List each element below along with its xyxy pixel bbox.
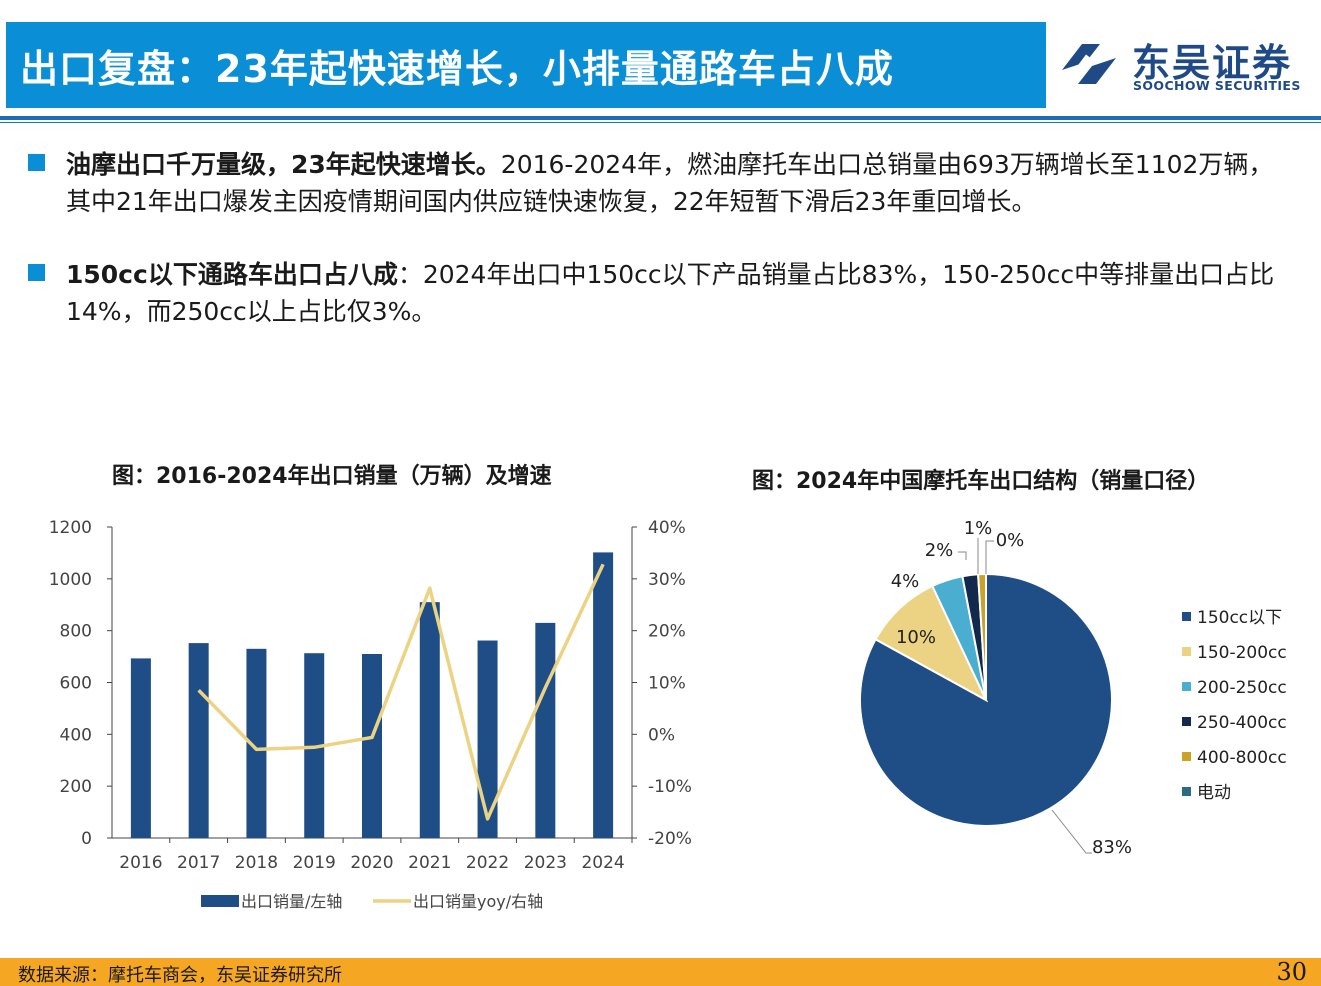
bar-2024: [593, 552, 614, 838]
bullet-square-icon: [28, 264, 45, 281]
y-left-tick-label: 400: [60, 725, 92, 745]
header-divider-thin: [0, 122, 1321, 123]
y-left-tick-label: 200: [60, 777, 92, 797]
page-title: 出口复盘：23年起快速增长，小排量通路车占八成: [20, 47, 894, 91]
page-number: 30: [1276, 958, 1307, 986]
y-right-tick-label: 30%: [648, 570, 686, 590]
bullet-square-icon: [28, 154, 45, 171]
logo-chinese-text: 东吴证券: [1132, 41, 1293, 85]
legend-bar-label: 出口销量/左轴: [241, 892, 342, 911]
y-left-tick-label: 0: [81, 829, 92, 849]
bar-chart-title: 图：2016-2024年出口销量（万辆）及增速: [112, 464, 552, 489]
bar-2023: [535, 622, 556, 838]
bar-2021: [419, 602, 440, 838]
legend-label-250-400cc: 250-400cc: [1197, 713, 1287, 733]
bullet-item-1: 油摩出口千万量级，23年起快速增长。2016-2024年，燃油摩托车出口总销量由…: [28, 146, 1298, 220]
legend-swatch-电动: [1182, 787, 1191, 796]
pie-slice-150-200cc: [874, 584, 989, 703]
legend-label-150-200cc: 150-200cc: [1197, 643, 1287, 663]
x-tick-label: 2018: [235, 853, 278, 873]
bar-2018: [246, 648, 267, 838]
legend-label-电动: 电动: [1197, 783, 1231, 803]
x-tick-label: 2016: [119, 853, 162, 873]
export-structure-pie-chart: 83% 10% 4%2% 1%0% 150cc以下 150-200cc 200-250cc 2…: [859, 518, 1287, 858]
y-left-tick-label: 1000: [49, 570, 92, 590]
x-tick-label: 2024: [581, 853, 624, 873]
bar-2016: [130, 658, 151, 838]
leader-83: [1051, 809, 1092, 854]
legend-label-150cc以下: 150cc以下: [1197, 608, 1282, 628]
y-right-tick-label: 0%: [648, 725, 675, 745]
bar-2020: [362, 653, 382, 838]
bullet-1-heading: 油摩出口千万量级，23年起快速增长。: [66, 150, 501, 179]
legend-swatch-150cc以下: [1182, 612, 1191, 621]
legend-line-label: 出口销量yoy/右轴: [413, 892, 543, 911]
bullet-2-heading: 150cc以下通路车出口占八成: [66, 260, 398, 289]
pie-chart-title: 图：2024年中国摩托车出口结构（销量口径）: [752, 469, 1210, 494]
pie-value-label-0: 0%: [996, 530, 1025, 551]
y-left-tick-label: 600: [60, 674, 92, 694]
y-right-tick-label: 40%: [648, 518, 686, 538]
x-tick-label: 2022: [466, 853, 509, 873]
legend-swatch-200-250cc: [1182, 682, 1191, 691]
x-tick-label: 2023: [524, 853, 567, 873]
legend-swatch-400-800cc: [1182, 752, 1191, 761]
yoy-growth-line: [197, 563, 605, 821]
y-left-tick-label: 800: [60, 622, 92, 642]
x-tick-label: 2020: [350, 853, 393, 873]
pie-value-label-83: 83%: [1092, 837, 1132, 858]
x-tick-label: 2017: [177, 853, 220, 873]
x-tick-label: 2019: [293, 853, 336, 873]
y-right-tick-label: -10%: [648, 777, 692, 797]
pie-value-label-10: 10%: [896, 627, 936, 648]
legend-bar-swatch: [201, 895, 239, 907]
footer-bar: 数据来源：摩托车商会，东吴证券研究所 30: [0, 958, 1321, 986]
y-right-tick-label: 20%: [648, 622, 686, 642]
y-left-tick-label: 1200: [49, 518, 92, 538]
y-right-tick-label: 10%: [648, 674, 686, 694]
header-divider: [0, 116, 1321, 120]
bullet-2-body: ：2024年出口中150cc以下产品销量占比83%，150-250cc中等排量出…: [66, 260, 1275, 326]
bar-2022: [477, 640, 498, 838]
pie-value-label-1: 1%: [964, 518, 993, 539]
export-volume-chart: 0 200 400 600 800 1000 1200 -20% -10% 0% 10% 20% 30%…: [49, 518, 692, 911]
bar-2017: [188, 643, 209, 838]
data-source: 数据来源：摩托车商会，东吴证券研究所: [18, 965, 342, 986]
y-right-tick-label: -20%: [648, 829, 692, 849]
legend-label-400-800cc: 400-800cc: [1197, 748, 1287, 768]
bullet-1-body: 2016-2024年，燃油摩托车出口总销量由693万辆增长至1102万辆，其中2…: [66, 150, 1274, 216]
pie-value-label-2: 2%: [925, 540, 954, 561]
title-bar: 出口复盘：23年起快速增长，小排量通路车占八成: [6, 22, 1046, 108]
brand-logo: 东吴证券 SOOCHOW SECURITIES: [1052, 26, 1314, 104]
bullet-item-2: 150cc以下通路车出口占八成：2024年出口中150cc以下产品销量占比83%…: [28, 256, 1298, 330]
legend-swatch-250-400cc: [1182, 717, 1191, 726]
x-tick-label: 2021: [408, 853, 451, 873]
leader-2: [958, 551, 967, 560]
legend-swatch-150-200cc: [1182, 647, 1191, 656]
pie-value-label-4: 4%: [891, 571, 920, 592]
legend-label-200-250cc: 200-250cc: [1197, 678, 1287, 698]
leader-0: [985, 540, 994, 574]
logo-mark-icon: [1062, 44, 1116, 84]
logo-english-text: SOOCHOW SECURITIES: [1133, 78, 1301, 93]
